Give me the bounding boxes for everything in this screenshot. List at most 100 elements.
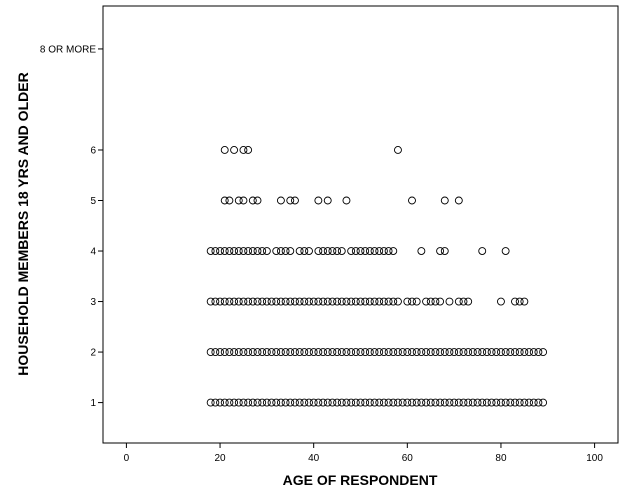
data-point	[220, 247, 229, 255]
data-point	[482, 398, 491, 407]
data-point	[216, 297, 224, 306]
data-point	[478, 247, 487, 255]
data-point	[211, 348, 220, 357]
data-point	[422, 348, 430, 357]
data-point	[272, 247, 281, 255]
data-point	[459, 398, 468, 407]
data-point	[253, 247, 262, 255]
data-point	[314, 297, 323, 306]
data-point	[239, 146, 248, 154]
data-point	[220, 146, 229, 154]
data-point	[258, 348, 267, 357]
data-point	[370, 348, 379, 357]
data-point	[525, 348, 533, 357]
data-point	[454, 348, 463, 357]
data-point	[436, 247, 445, 255]
data-point	[206, 398, 215, 407]
data-point	[244, 398, 253, 407]
data-point	[337, 247, 346, 255]
data-point	[333, 398, 342, 407]
data-point	[206, 297, 215, 306]
data-point	[431, 348, 440, 357]
data-point	[337, 398, 346, 407]
data-point	[342, 348, 351, 357]
data-point	[394, 297, 402, 306]
data-point	[520, 398, 529, 407]
data-point	[384, 348, 393, 357]
data-point	[305, 247, 313, 255]
data-point	[398, 348, 407, 357]
data-point	[244, 146, 253, 154]
data-point	[267, 398, 276, 407]
data-point	[403, 348, 412, 357]
data-point	[445, 348, 454, 357]
data-point	[534, 398, 543, 407]
data-point	[276, 297, 285, 306]
data-point	[525, 398, 533, 407]
data-point	[225, 247, 234, 255]
data-point	[272, 297, 281, 306]
data-point	[426, 348, 435, 357]
data-point	[286, 348, 295, 357]
x-tick-label: 20	[214, 453, 226, 464]
data-point	[403, 398, 412, 407]
data-point	[216, 398, 224, 407]
data-point	[230, 247, 239, 255]
data-point	[384, 297, 393, 306]
y-tick-label: 1	[90, 398, 96, 409]
data-point	[351, 398, 360, 407]
data-point	[314, 196, 323, 205]
data-point	[454, 196, 463, 205]
data-point	[248, 196, 257, 205]
data-point	[253, 196, 262, 205]
data-point	[244, 348, 253, 357]
data-point	[379, 297, 388, 306]
y-axis: 1 2 3 4 5 6 8 OR MORE	[40, 44, 103, 409]
plot-area-frame	[102, 5, 619, 444]
data-point	[281, 398, 290, 407]
data-point	[300, 398, 309, 407]
data-point	[276, 196, 285, 205]
data-point	[295, 398, 304, 407]
data-point	[431, 297, 440, 306]
data-point	[220, 348, 229, 357]
data-point	[384, 247, 393, 255]
data-point	[262, 297, 271, 306]
data-point	[206, 247, 215, 255]
data-point	[436, 398, 445, 407]
data-point	[398, 398, 407, 407]
data-point	[356, 348, 365, 357]
data-point	[239, 196, 248, 205]
data-point	[539, 398, 548, 407]
data-point	[234, 247, 243, 255]
data-point	[258, 247, 267, 255]
data-point	[511, 348, 519, 357]
data-point	[440, 196, 449, 205]
data-point	[239, 297, 248, 306]
data-point	[408, 297, 416, 306]
data-point	[515, 297, 524, 306]
data-point	[342, 398, 351, 407]
data-point	[436, 297, 445, 306]
data-point	[272, 348, 281, 357]
y-tick-label: 5	[90, 196, 96, 207]
data-point	[440, 348, 449, 357]
x-axis-title: AGE OF RESPONDENT	[283, 472, 438, 488]
data-point	[356, 247, 365, 255]
data-point	[365, 297, 374, 306]
data-point	[375, 247, 384, 255]
y-tick-label: 6	[90, 145, 96, 156]
x-axis: 0 20 40 60 80 100	[124, 443, 603, 464]
x-tick-label: 100	[586, 453, 603, 464]
data-point	[230, 348, 239, 357]
data-point	[375, 348, 384, 357]
data-points	[206, 146, 548, 407]
data-point	[506, 398, 515, 407]
data-point	[440, 247, 449, 255]
data-point	[319, 398, 327, 407]
data-point	[295, 247, 304, 255]
data-point	[351, 247, 360, 255]
data-point	[450, 398, 459, 407]
y-tick-label: 4	[90, 247, 96, 258]
